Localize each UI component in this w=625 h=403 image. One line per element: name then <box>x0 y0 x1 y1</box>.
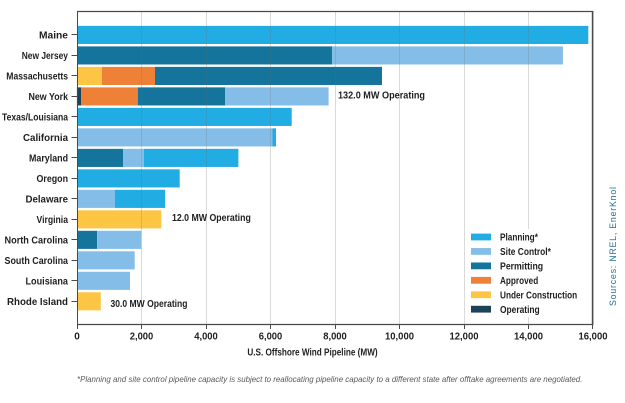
svg-text:Louisiana: Louisiana <box>26 276 69 287</box>
svg-text:12.0 MW Operating: 12.0 MW Operating <box>172 213 251 224</box>
svg-text:California: California <box>23 133 68 144</box>
svg-text:4,000: 4,000 <box>194 332 218 343</box>
svg-text:Oregon: Oregon <box>37 174 69 185</box>
svg-text:Delaware: Delaware <box>26 194 69 205</box>
svg-text:14,000: 14,000 <box>514 332 543 343</box>
svg-text:Site Control*: Site Control* <box>500 247 551 258</box>
svg-text:30.0 MW Operating: 30.0 MW Operating <box>111 299 188 310</box>
svg-text:Approved: Approved <box>500 276 538 287</box>
svg-text:Rhode Island: Rhode Island <box>7 297 68 308</box>
svg-text:South Carolina: South Carolina <box>5 256 69 267</box>
svg-text:Texas/Louisiana: Texas/Louisiana <box>2 113 68 124</box>
svg-text:Permitting: Permitting <box>500 261 543 272</box>
svg-text:6,000: 6,000 <box>259 332 283 343</box>
svg-text:2,000: 2,000 <box>130 332 154 343</box>
svg-text:Under Construction: Under Construction <box>500 290 577 301</box>
svg-text:0: 0 <box>74 332 80 343</box>
svg-text:U.S. Offshore Wind Pipeline (M: U.S. Offshore Wind Pipeline (MW) <box>247 347 377 358</box>
svg-text:Maine: Maine <box>39 31 68 42</box>
svg-text:New York: New York <box>29 92 69 103</box>
svg-text:Maryland: Maryland <box>29 153 68 164</box>
svg-text:10,000: 10,000 <box>385 332 414 343</box>
svg-text:*Planning and site control pip: *Planning and site control pipeline capa… <box>77 375 582 384</box>
svg-text:Massachusetts: Massachusetts <box>6 72 68 83</box>
svg-text:16,000: 16,000 <box>579 332 608 343</box>
svg-text:Operating: Operating <box>500 305 540 316</box>
svg-text:North Carolina: North Carolina <box>5 235 69 246</box>
svg-text:8,000: 8,000 <box>323 332 347 343</box>
svg-text:132.0 MW Operating: 132.0 MW Operating <box>338 90 425 101</box>
svg-text:New Jersey: New Jersey <box>22 51 69 62</box>
svg-text:12,000: 12,000 <box>450 332 479 343</box>
svg-text:Planning*: Planning* <box>500 233 538 244</box>
svg-text:Sources: NREL, EnerKnol: Sources: NREL, EnerKnol <box>608 187 618 306</box>
svg-text:Virginia: Virginia <box>37 215 69 226</box>
